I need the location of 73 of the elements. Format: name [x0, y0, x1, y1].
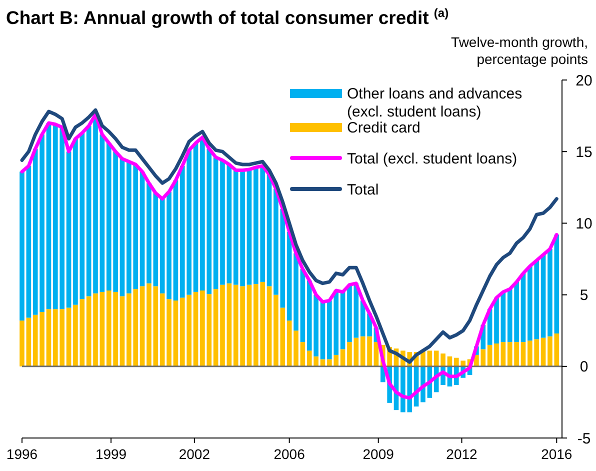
bar: [360, 336, 366, 366]
bar: [220, 160, 225, 285]
bar: [93, 293, 98, 366]
bar: [286, 320, 292, 366]
x-tick-label: 2009: [362, 446, 394, 462]
bar: [266, 286, 272, 366]
bar: [220, 284, 225, 366]
x-tick-label: 1999: [95, 446, 127, 462]
legend-label: Credit card: [347, 119, 420, 136]
legend-label: Total (excl. student loans): [347, 150, 518, 168]
bar: [213, 289, 218, 366]
x-tick-label: 2002: [178, 446, 210, 462]
y-tick-label: 5: [580, 287, 588, 304]
bar: [294, 253, 298, 331]
bar: [120, 296, 125, 366]
bar: [66, 152, 72, 308]
y-tick-label: 15: [576, 144, 592, 161]
bar: [146, 283, 152, 366]
bar: [86, 296, 92, 366]
x-tick-label: 2012: [446, 446, 478, 462]
bar: [367, 336, 372, 366]
bar: [226, 164, 232, 284]
bar: [354, 338, 359, 366]
bar: [494, 298, 499, 344]
bar: [246, 284, 252, 366]
legend-label: Total: [347, 181, 379, 198]
x-tick-label: 1996: [6, 446, 38, 462]
bar: [246, 170, 252, 285]
bar: [20, 172, 24, 321]
bar: [193, 143, 198, 292]
bar: [46, 122, 52, 310]
bar: [340, 349, 346, 366]
bar: [173, 300, 178, 366]
bar: [173, 180, 178, 301]
bar: [213, 157, 218, 290]
chart-title: Chart B: Annual growth of total consumer credit $^{(a)}$: [6, 6, 449, 28]
y-tick-label: 10: [576, 215, 592, 232]
x-tick-label: 2016: [541, 446, 572, 462]
bar: [294, 330, 298, 366]
y-tick-label: 20: [576, 72, 592, 90]
bar: [347, 342, 352, 366]
y-axis-title: Twelve-month growth, percentage points: [451, 34, 588, 67]
bar: [20, 320, 24, 366]
bar: [266, 174, 272, 286]
bar: [320, 302, 326, 360]
bar: [540, 254, 546, 338]
x-tick-label: 2006: [274, 446, 306, 462]
bar: [100, 292, 105, 366]
bar: [193, 292, 198, 366]
bar: [140, 286, 145, 366]
bar: [26, 318, 32, 366]
y-tick-label: -5: [577, 430, 591, 448]
bar: [520, 273, 526, 342]
bar: [140, 172, 145, 286]
bar: [300, 342, 306, 366]
bar: [146, 183, 152, 284]
bar: [86, 126, 92, 296]
y-tick-label: 0: [580, 358, 588, 376]
bar: [46, 309, 52, 366]
bar: [226, 283, 232, 366]
bar: [500, 342, 506, 366]
bar: [340, 292, 346, 350]
bar: [520, 342, 526, 366]
bar: [66, 308, 72, 366]
bar: [120, 158, 125, 296]
bar: [347, 284, 352, 342]
bar: [100, 134, 105, 292]
bar: [540, 338, 546, 366]
bar: [26, 166, 32, 318]
bar: [494, 343, 499, 366]
bar: [153, 193, 158, 286]
bar: [153, 286, 158, 366]
legend-label: Other loans and advances (excl. student loans): [347, 85, 522, 120]
